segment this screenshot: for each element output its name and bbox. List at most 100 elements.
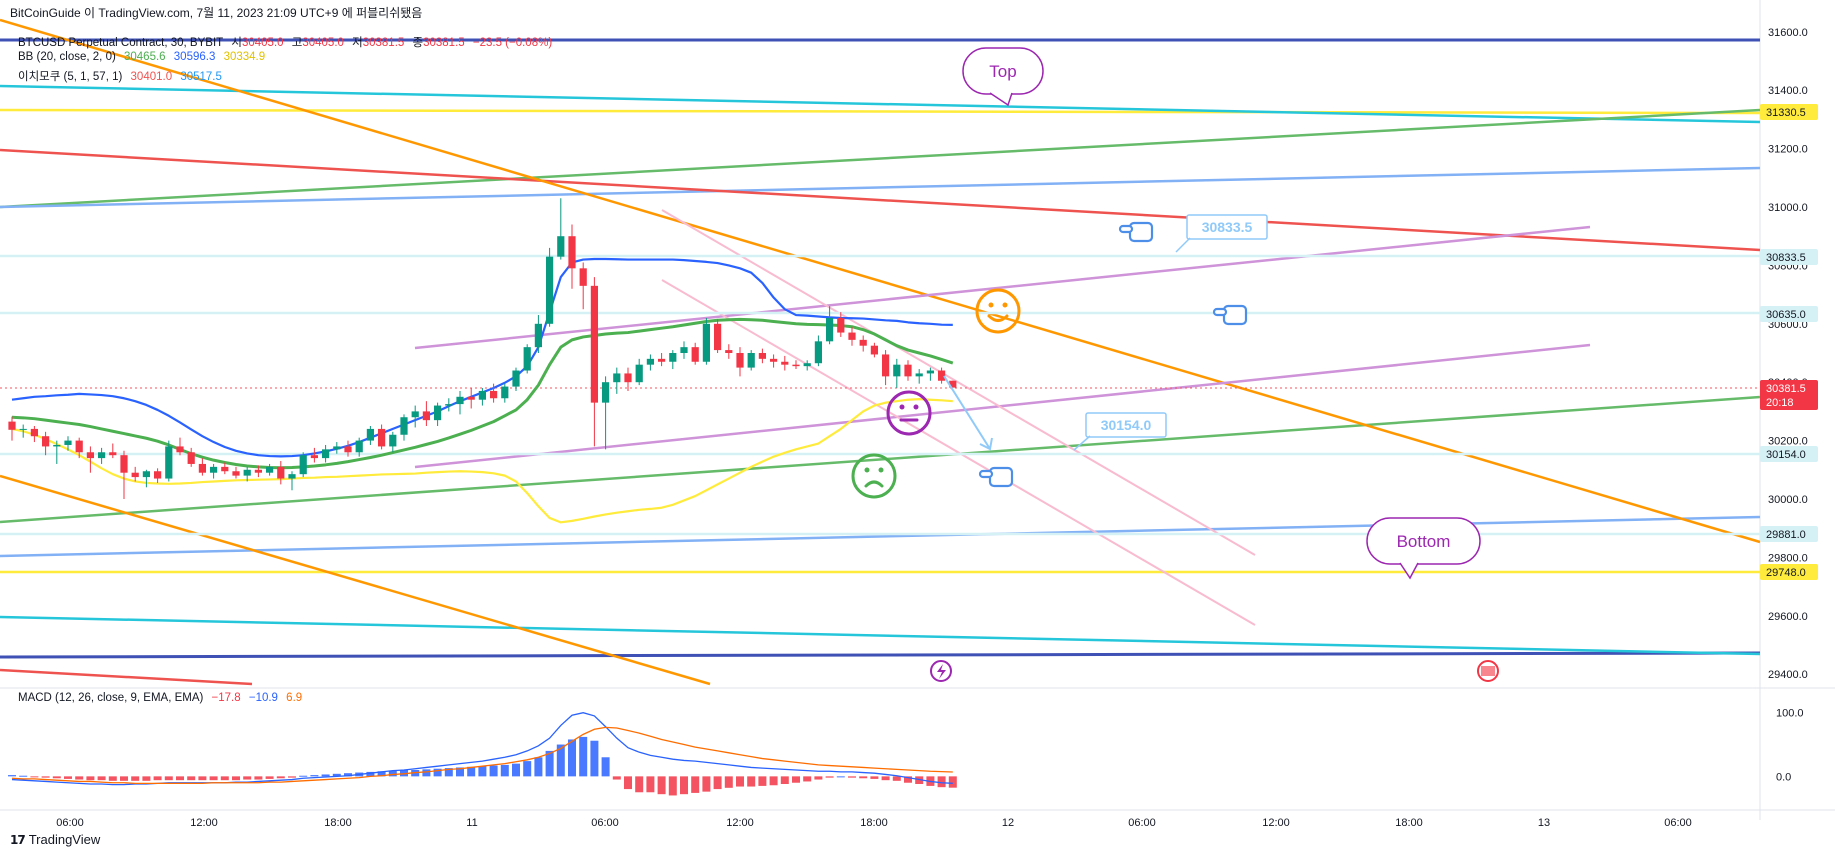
candle-body	[624, 373, 632, 383]
time-axis: 06:00 12:00 18:00 11 06:00 12:00 18:00 12 06:00 1…	[56, 817, 1692, 829]
ichimoku-b-value: 30517.5	[180, 71, 222, 83]
candle-body	[400, 417, 408, 435]
ichimoku-legend[interactable]: 이치모쿠 (5, 1, 57, 1) 30401.0 30517.5	[18, 68, 227, 84]
pointing-hand-icon-2	[1212, 304, 1248, 326]
candle-body	[882, 354, 890, 377]
neutral-face-icon-eye-left	[899, 404, 905, 410]
cyan-trendline-lower	[0, 615, 1761, 656]
pointing-hand-icon-3-palm	[988, 466, 1014, 488]
callout-bottom: Bottom	[1366, 517, 1481, 580]
candles	[8, 198, 957, 499]
macd-histogram-bar	[724, 776, 733, 788]
publish-attribution: BitCoinGuide 이 TradingView.com, 7월 11, 2…	[10, 6, 423, 20]
candle-body	[814, 341, 822, 364]
pink-channel-lower	[661, 279, 1256, 626]
macd-histogram-bar	[646, 776, 655, 793]
macd-histogram-bar	[702, 776, 711, 792]
purple-channel-upper	[414, 225, 1591, 350]
macd-histogram-bar	[265, 776, 274, 779]
blue-trendline-lower	[0, 515, 1761, 558]
support-line-bottom	[0, 651, 1761, 659]
candle-body	[792, 364, 800, 367]
candle-body	[344, 446, 352, 453]
candle-body	[53, 444, 61, 447]
macd-histogram-bar	[478, 766, 487, 777]
close-label: 종	[412, 37, 424, 49]
time-tick-label: 06:00	[56, 817, 84, 829]
macd-histogram-bar	[131, 776, 140, 781]
macd-histogram-bar	[64, 776, 72, 779]
macd-histogram-bar	[332, 773, 341, 777]
macd-line-value: −10.9	[248, 692, 278, 704]
candle-body	[154, 471, 162, 479]
time-tick-label: 12:00	[1262, 817, 1290, 829]
candle-body	[411, 411, 419, 418]
label-30154-pointer	[1073, 435, 1091, 451]
forecast-arrow-head	[979, 437, 993, 451]
macd-histogram-bar	[41, 776, 50, 778]
candle-body	[602, 382, 610, 403]
macd-histogram-bar	[825, 776, 834, 778]
candle-body	[378, 428, 386, 447]
tradingview-footer[interactable]: 𝟭𝟳 TradingView	[10, 832, 100, 847]
bb-basis-value: 30465.6	[124, 51, 166, 63]
macd-legend[interactable]: MACD (12, 26, close, 9, EMA, EMA) −17.8 …	[18, 692, 307, 704]
macd-histogram-bar	[568, 739, 576, 777]
candle-body	[837, 317, 845, 333]
macd-histogram-bar	[848, 776, 856, 778]
macd-histogram-bar	[97, 776, 106, 781]
macd-histogram-bar	[164, 776, 173, 781]
green-trendline-lower	[0, 395, 1761, 524]
purple-channel-lower	[414, 343, 1591, 469]
candle-body	[333, 446, 341, 450]
low-label: 저	[352, 37, 363, 49]
candle-body	[467, 396, 475, 400]
macd-histogram-bar	[512, 763, 520, 777]
price-axis: 31600.031400.031200.031000.030800.030600…	[1760, 27, 1818, 783]
candle-body	[501, 386, 509, 399]
candle-body	[266, 466, 274, 473]
macd-histogram-bar	[310, 775, 319, 777]
bb-label: BB (20, close, 2, 0)	[18, 51, 116, 63]
candle-body	[590, 285, 598, 403]
price-tag	[1760, 306, 1818, 322]
drawing-layer	[0, 18, 1761, 686]
candle-body	[770, 358, 778, 362]
macd-histogram-bar	[747, 776, 756, 787]
pointing-hand-icon-2-palm	[1222, 304, 1248, 326]
label-30833-pointer	[1175, 237, 1191, 253]
price-tag	[1760, 249, 1818, 265]
macd-histogram-bar	[198, 776, 207, 781]
neutral-face-icon-eye-right	[913, 404, 919, 410]
macd-histogram-bar	[344, 773, 352, 777]
callout-top-text: Top	[989, 62, 1016, 81]
macd-histogram-bar	[209, 776, 218, 781]
happy-face-icon	[975, 288, 1021, 334]
candle-body	[109, 452, 117, 456]
time-tick-label: 13	[1538, 817, 1550, 829]
time-tick-label: 06:00	[1128, 817, 1156, 829]
macd-histogram-bar	[52, 776, 61, 779]
price-tag-label: 30833.5	[1766, 252, 1806, 264]
macd-histogram-bar	[881, 776, 890, 781]
grid	[0, 0, 1835, 820]
orange-trendline-lower	[0, 474, 711, 686]
open-value: 30405.0	[241, 37, 284, 49]
pointing-hand-icon-1-palm	[1128, 221, 1154, 243]
candle-body	[64, 440, 72, 445]
high-value: 30405.0	[302, 37, 344, 49]
candle-body	[579, 268, 587, 286]
macd-histogram-bar	[30, 776, 39, 778]
macd-histogram-bar	[176, 776, 184, 781]
macd-histogram-bar	[232, 776, 240, 781]
symbol-legend[interactable]: BTCUSD Perpetual Contract, 30, BYBIT 시30…	[18, 34, 557, 50]
price-tag	[1760, 380, 1818, 410]
candle-body	[30, 428, 38, 437]
macd-histogram-bar	[366, 771, 375, 777]
candle-body	[646, 358, 654, 365]
candle-body	[534, 323, 542, 348]
bb-legend[interactable]: BB (20, close, 2, 0) 30465.6 30596.3 303…	[18, 51, 270, 63]
macd-histogram-bar	[668, 776, 677, 796]
candle-body	[915, 373, 923, 377]
